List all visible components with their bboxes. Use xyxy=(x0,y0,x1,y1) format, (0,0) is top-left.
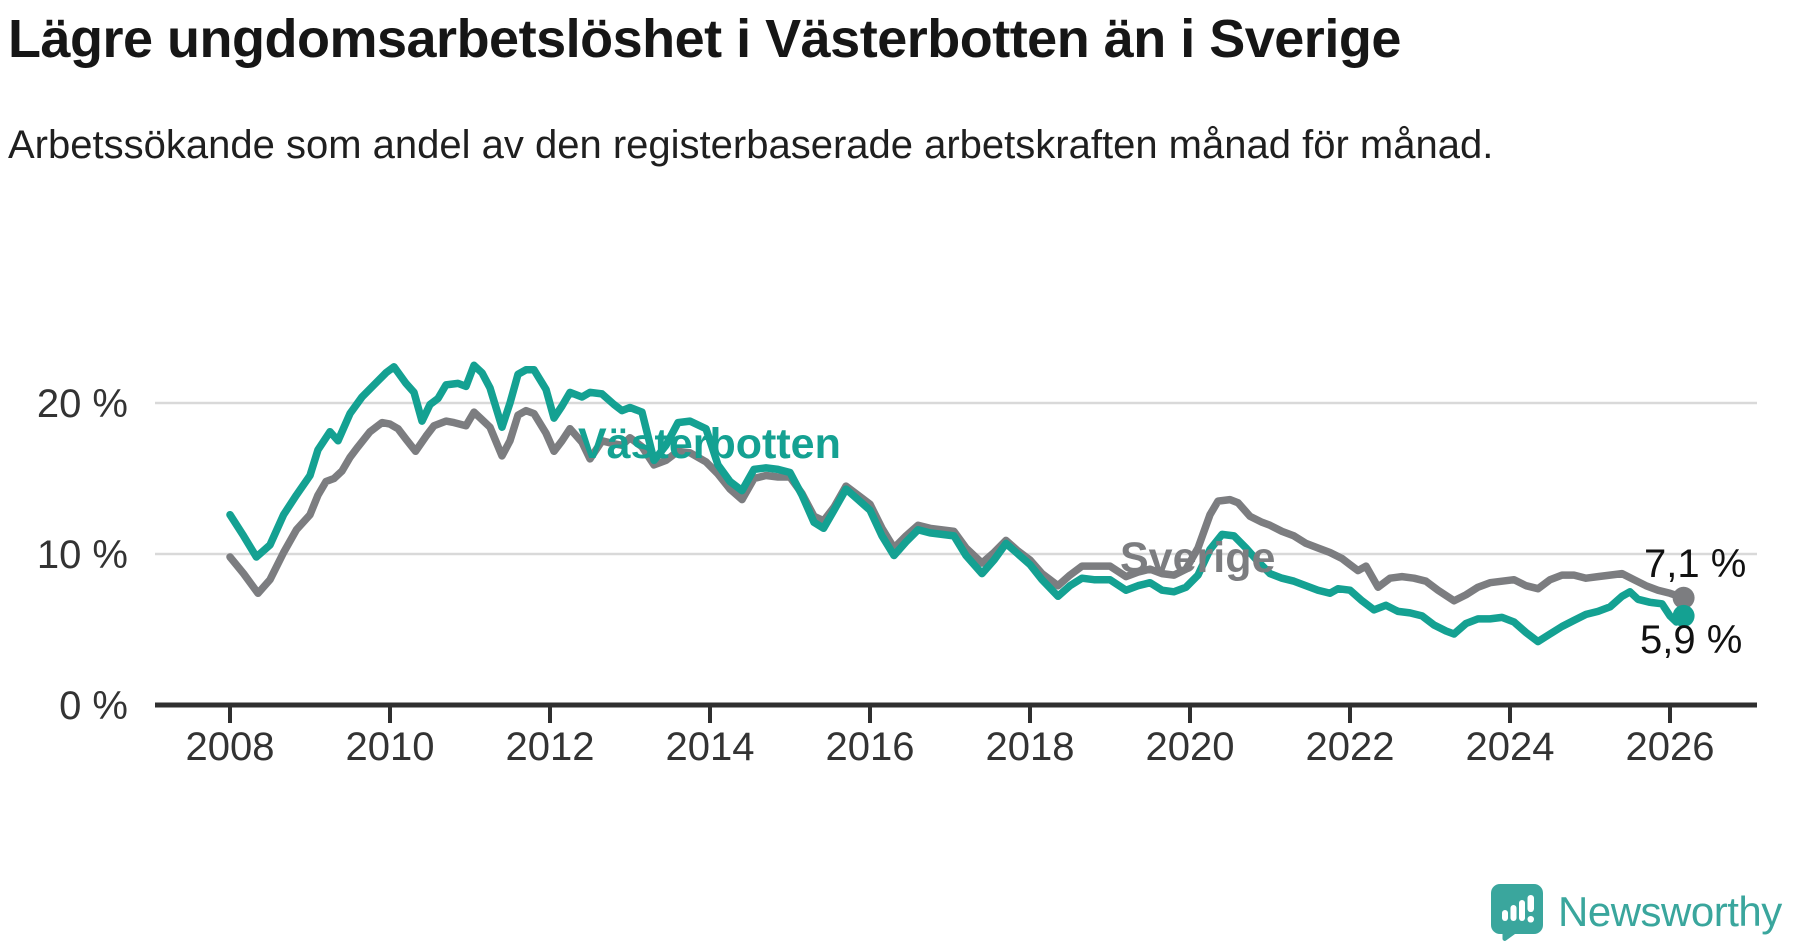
series-line-västerbotten xyxy=(226,361,1688,646)
end-value-vasterbotten: 5,9 % xyxy=(1640,618,1743,662)
x-axis-tick-label: 2012 xyxy=(506,725,595,769)
series-line-sverige xyxy=(226,406,1688,605)
series-label-sverige: Sverige xyxy=(1120,534,1276,582)
page-title: Lägre ungdomsarbetslöshet i Västerbotten… xyxy=(8,9,1401,69)
series-label-vasterbotten: Västerbotten xyxy=(578,420,841,468)
x-axis-tick-label: 2024 xyxy=(1466,725,1555,769)
series-end-dot-sverige xyxy=(1672,586,1695,609)
end-value-sverige: 7,1 % xyxy=(1644,542,1747,586)
x-axis-tick-label: 2018 xyxy=(986,725,1075,769)
y-axis-tick-label: 0 % xyxy=(59,684,128,728)
newsworthy-logo-text: Newsworthy xyxy=(1558,888,1782,935)
series-end-dot-västerbotten xyxy=(1672,604,1695,627)
x-axis-tick-label: 2016 xyxy=(826,725,915,769)
x-axis-tick-label: 2008 xyxy=(186,725,275,769)
newsworthy-logo-icon xyxy=(1491,884,1543,941)
y-axis-tick-label: 10 % xyxy=(37,533,128,577)
x-axis-tick-label: 2014 xyxy=(666,725,755,769)
newsworthy-brand: Newsworthy xyxy=(1490,884,1782,941)
chart-subtitle: Arbetssökande som andel av den registerb… xyxy=(8,123,1494,167)
y-axis-tick-label: 20 % xyxy=(37,382,128,426)
x-axis-tick-label: 2010 xyxy=(346,725,435,769)
x-axis-tick-label: 2020 xyxy=(1146,725,1235,769)
x-axis-tick-label: 2026 xyxy=(1626,725,1715,769)
x-axis-tick-label: 2022 xyxy=(1306,725,1395,769)
